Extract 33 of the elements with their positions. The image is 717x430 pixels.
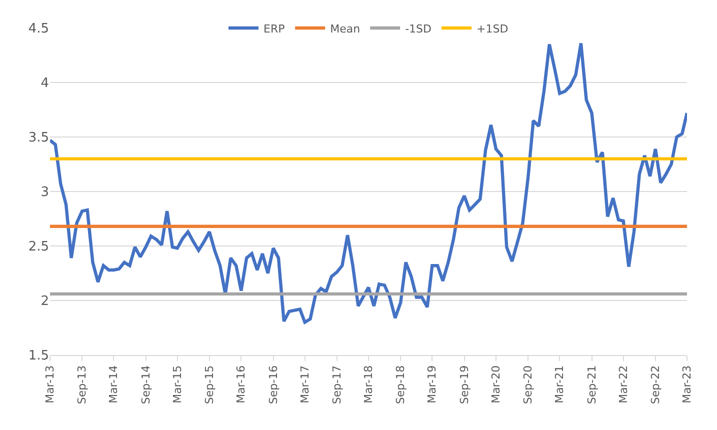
x-tick-label: Mar-16 <box>234 365 248 404</box>
line-series <box>50 42 687 324</box>
y-tick-label: 2 <box>40 294 49 310</box>
x-tick-label: Sep-20 <box>522 365 535 404</box>
legend-label: Mean <box>330 22 360 36</box>
legend-label: +1SD <box>476 22 508 36</box>
y-tick-label: 3.5 <box>28 130 49 146</box>
x-tick-label: Mar-18 <box>362 365 376 404</box>
x-tick-label: Mar-21 <box>553 365 566 404</box>
y-tick-label: 4.5 <box>28 22 49 37</box>
x-tick-label: Mar-14 <box>107 365 120 404</box>
legend-label: ERP <box>264 22 286 36</box>
y-tick-label: 1.5 <box>28 348 49 364</box>
x-tick-label: Sep-19 <box>458 365 471 404</box>
x-tick-label: Mar-19 <box>426 365 439 404</box>
x-tick-label: Sep-13 <box>76 365 89 404</box>
x-tick-label: Mar-20 <box>490 365 503 404</box>
x-tick-label: Mar-22 <box>616 365 630 404</box>
y-tick-label: 3 <box>40 185 49 200</box>
x-tick-label: Mar-23 <box>680 365 694 404</box>
x-tick-label: Mar-17 <box>298 365 312 404</box>
x-tick-label: Sep-17 <box>330 365 344 404</box>
x-tick-label: Mar-13 <box>44 365 57 404</box>
x-tick-label: Sep-14 <box>139 365 152 404</box>
legend-label: -1SD <box>405 22 432 36</box>
x-tick-label: Sep-16 <box>266 365 280 404</box>
x-tick-label: Sep-21 <box>585 365 598 404</box>
x-tick-label: Sep-18 <box>394 365 408 404</box>
x-tick-label: Sep-15 <box>202 365 216 404</box>
x-tick-label: Sep-22 <box>649 365 662 404</box>
y-tick-label: 2.5 <box>28 240 49 255</box>
y-tick-label: 4 <box>40 76 49 92</box>
x-tick-label: Mar-15 <box>170 365 184 404</box>
